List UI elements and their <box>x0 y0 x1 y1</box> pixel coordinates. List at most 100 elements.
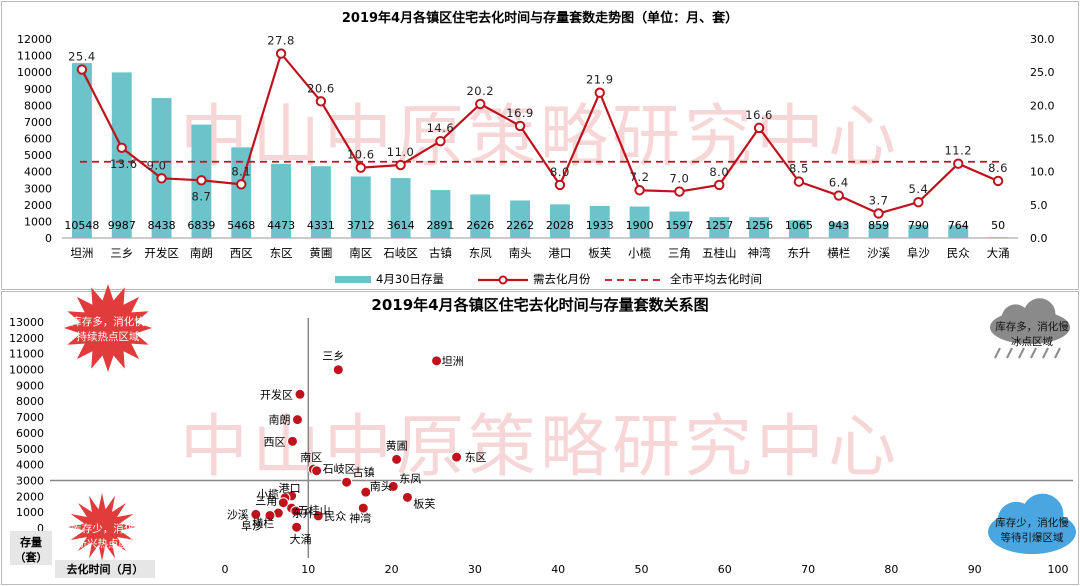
category-label: 五桂山 <box>702 246 737 260</box>
category-label: 横栏 <box>827 246 850 260</box>
y-left-tick-label: 10000 <box>17 66 52 79</box>
hot-burst-icon <box>64 284 152 372</box>
line-value-label: 6.4 <box>829 176 849 190</box>
scatter-point-label: 南朗 <box>268 414 290 427</box>
y-tick-label: 7000 <box>16 411 44 424</box>
x-tick-label: 90 <box>968 563 982 576</box>
scatter-point-label: 五桂山 <box>298 503 331 517</box>
y-tick-label: 3000 <box>16 474 44 487</box>
y-left-tick-label: 6000 <box>24 133 52 146</box>
x-tick-label: 60 <box>718 563 732 576</box>
scatter-point-label: 东凤 <box>399 472 421 485</box>
category-label: 板芙 <box>588 246 611 260</box>
bar-value-label: 1933 <box>586 219 614 232</box>
category-label: 古镇 <box>429 246 452 260</box>
bar <box>111 72 132 238</box>
bar <box>749 217 770 238</box>
bar <box>669 211 690 238</box>
y-right-tick-label: 30.0 <box>1030 33 1055 46</box>
y-right-tick-label: 15.0 <box>1030 133 1055 146</box>
y-tick-label: 0 <box>37 522 44 535</box>
cloud-part <box>1023 298 1056 330</box>
bar-value-label: 2626 <box>466 219 494 232</box>
new-hot-burst-icon <box>68 493 136 561</box>
line-value-label: 3.7 <box>869 193 889 207</box>
bar-value-label: 943 <box>828 219 849 232</box>
x-tick-label: 70 <box>801 563 815 576</box>
category-label: 南区 <box>349 246 372 260</box>
scatter-point-label: 西区 <box>263 435 285 448</box>
x-tick-label: 80 <box>884 563 898 576</box>
quadrant-top-right-label: 冰点区域 <box>1011 335 1053 348</box>
scatter-point-label: 板芙 <box>413 496 435 510</box>
bar-value-label: 3614 <box>387 219 415 232</box>
bar <box>788 220 809 238</box>
bar-value-label: 4331 <box>307 219 335 232</box>
scatter-point <box>387 480 399 492</box>
legend-avg-label: 全市平均去化时间 <box>670 272 762 286</box>
line-point <box>116 142 127 153</box>
months-line <box>80 51 999 215</box>
scatter-point <box>401 491 413 503</box>
quadrant-top-left-label: 库存多，消化快 <box>71 315 145 328</box>
bar <box>310 166 331 238</box>
line-value-label: 8.6 <box>988 161 1008 175</box>
bar <box>629 206 650 238</box>
scatter-point-label: 开发区 <box>260 387 293 401</box>
quadrant-bottom-right-label: 库存少，消化慢 <box>995 516 1069 529</box>
line-point <box>76 64 88 75</box>
scatter-point <box>290 505 302 517</box>
cloud-part <box>1021 493 1064 536</box>
y-tick-label: 2000 <box>16 490 44 503</box>
y-right-tick-label: 20.0 <box>1030 99 1055 112</box>
bar-value-label: 50 <box>991 219 1005 232</box>
line-point <box>594 87 605 98</box>
bar-value-label: 3712 <box>347 219 375 232</box>
x-tick-label: 40 <box>551 563 565 576</box>
scatter-point-label: 三乡 <box>322 350 344 363</box>
bar <box>430 190 451 238</box>
rain-drop <box>994 347 1001 359</box>
blue-cloud-icon <box>988 493 1076 554</box>
scatter-point-label: 沙溪 <box>227 508 249 521</box>
category-label: 沙溪 <box>867 246 890 260</box>
scatter-point-label: 石岐区 <box>323 463 356 476</box>
y-left-tick-label: 5000 <box>24 149 52 162</box>
bar-value-label: 764 <box>948 219 969 232</box>
scatter-point <box>291 414 303 426</box>
line-point <box>913 196 924 208</box>
scatter-point <box>451 451 463 463</box>
top-panel-frame <box>1 1 1079 290</box>
legend-bar-swatch <box>335 276 371 283</box>
x-axis-title: 去化时间（月） <box>67 562 144 576</box>
line-point <box>514 120 526 132</box>
scatter-point-label: 民众 <box>324 510 346 523</box>
cloud-part <box>1001 304 1030 333</box>
bar <box>908 224 929 238</box>
quadrant-bottom-left-label: 库存少，消化快 <box>71 522 145 535</box>
bar <box>390 178 411 238</box>
category-label: 阜沙 <box>907 246 930 260</box>
line-value-label: 16.6 <box>745 108 773 122</box>
scatter-point <box>391 453 403 465</box>
bottom-panel-frame <box>1 291 1079 585</box>
bar-value-label: 10548 <box>64 219 99 232</box>
bar <box>271 163 292 238</box>
line-value-label: 10.6 <box>347 148 375 162</box>
line-point <box>873 208 884 219</box>
x-tick-label: 30 <box>468 563 482 576</box>
line-value-label: 8.1 <box>231 164 251 178</box>
line-point <box>554 179 566 191</box>
scatter-point-label: 古镇 <box>353 465 375 479</box>
bar-value-label: 1597 <box>665 219 693 232</box>
legend-bar-label: 4月30日存量 <box>376 272 444 286</box>
line-value-label: 14.6 <box>427 121 455 135</box>
scatter-point <box>360 486 372 498</box>
scatter-point <box>294 388 306 400</box>
line-value-label: 11.2 <box>944 144 972 158</box>
bar <box>549 204 570 238</box>
scatter-point-label: 神湾 <box>349 511 371 525</box>
bar-value-label: 5468 <box>227 219 255 232</box>
quadrant-bottom-left-label: 新兴热点区域 <box>77 537 140 550</box>
bar-value-label: 859 <box>868 219 889 232</box>
